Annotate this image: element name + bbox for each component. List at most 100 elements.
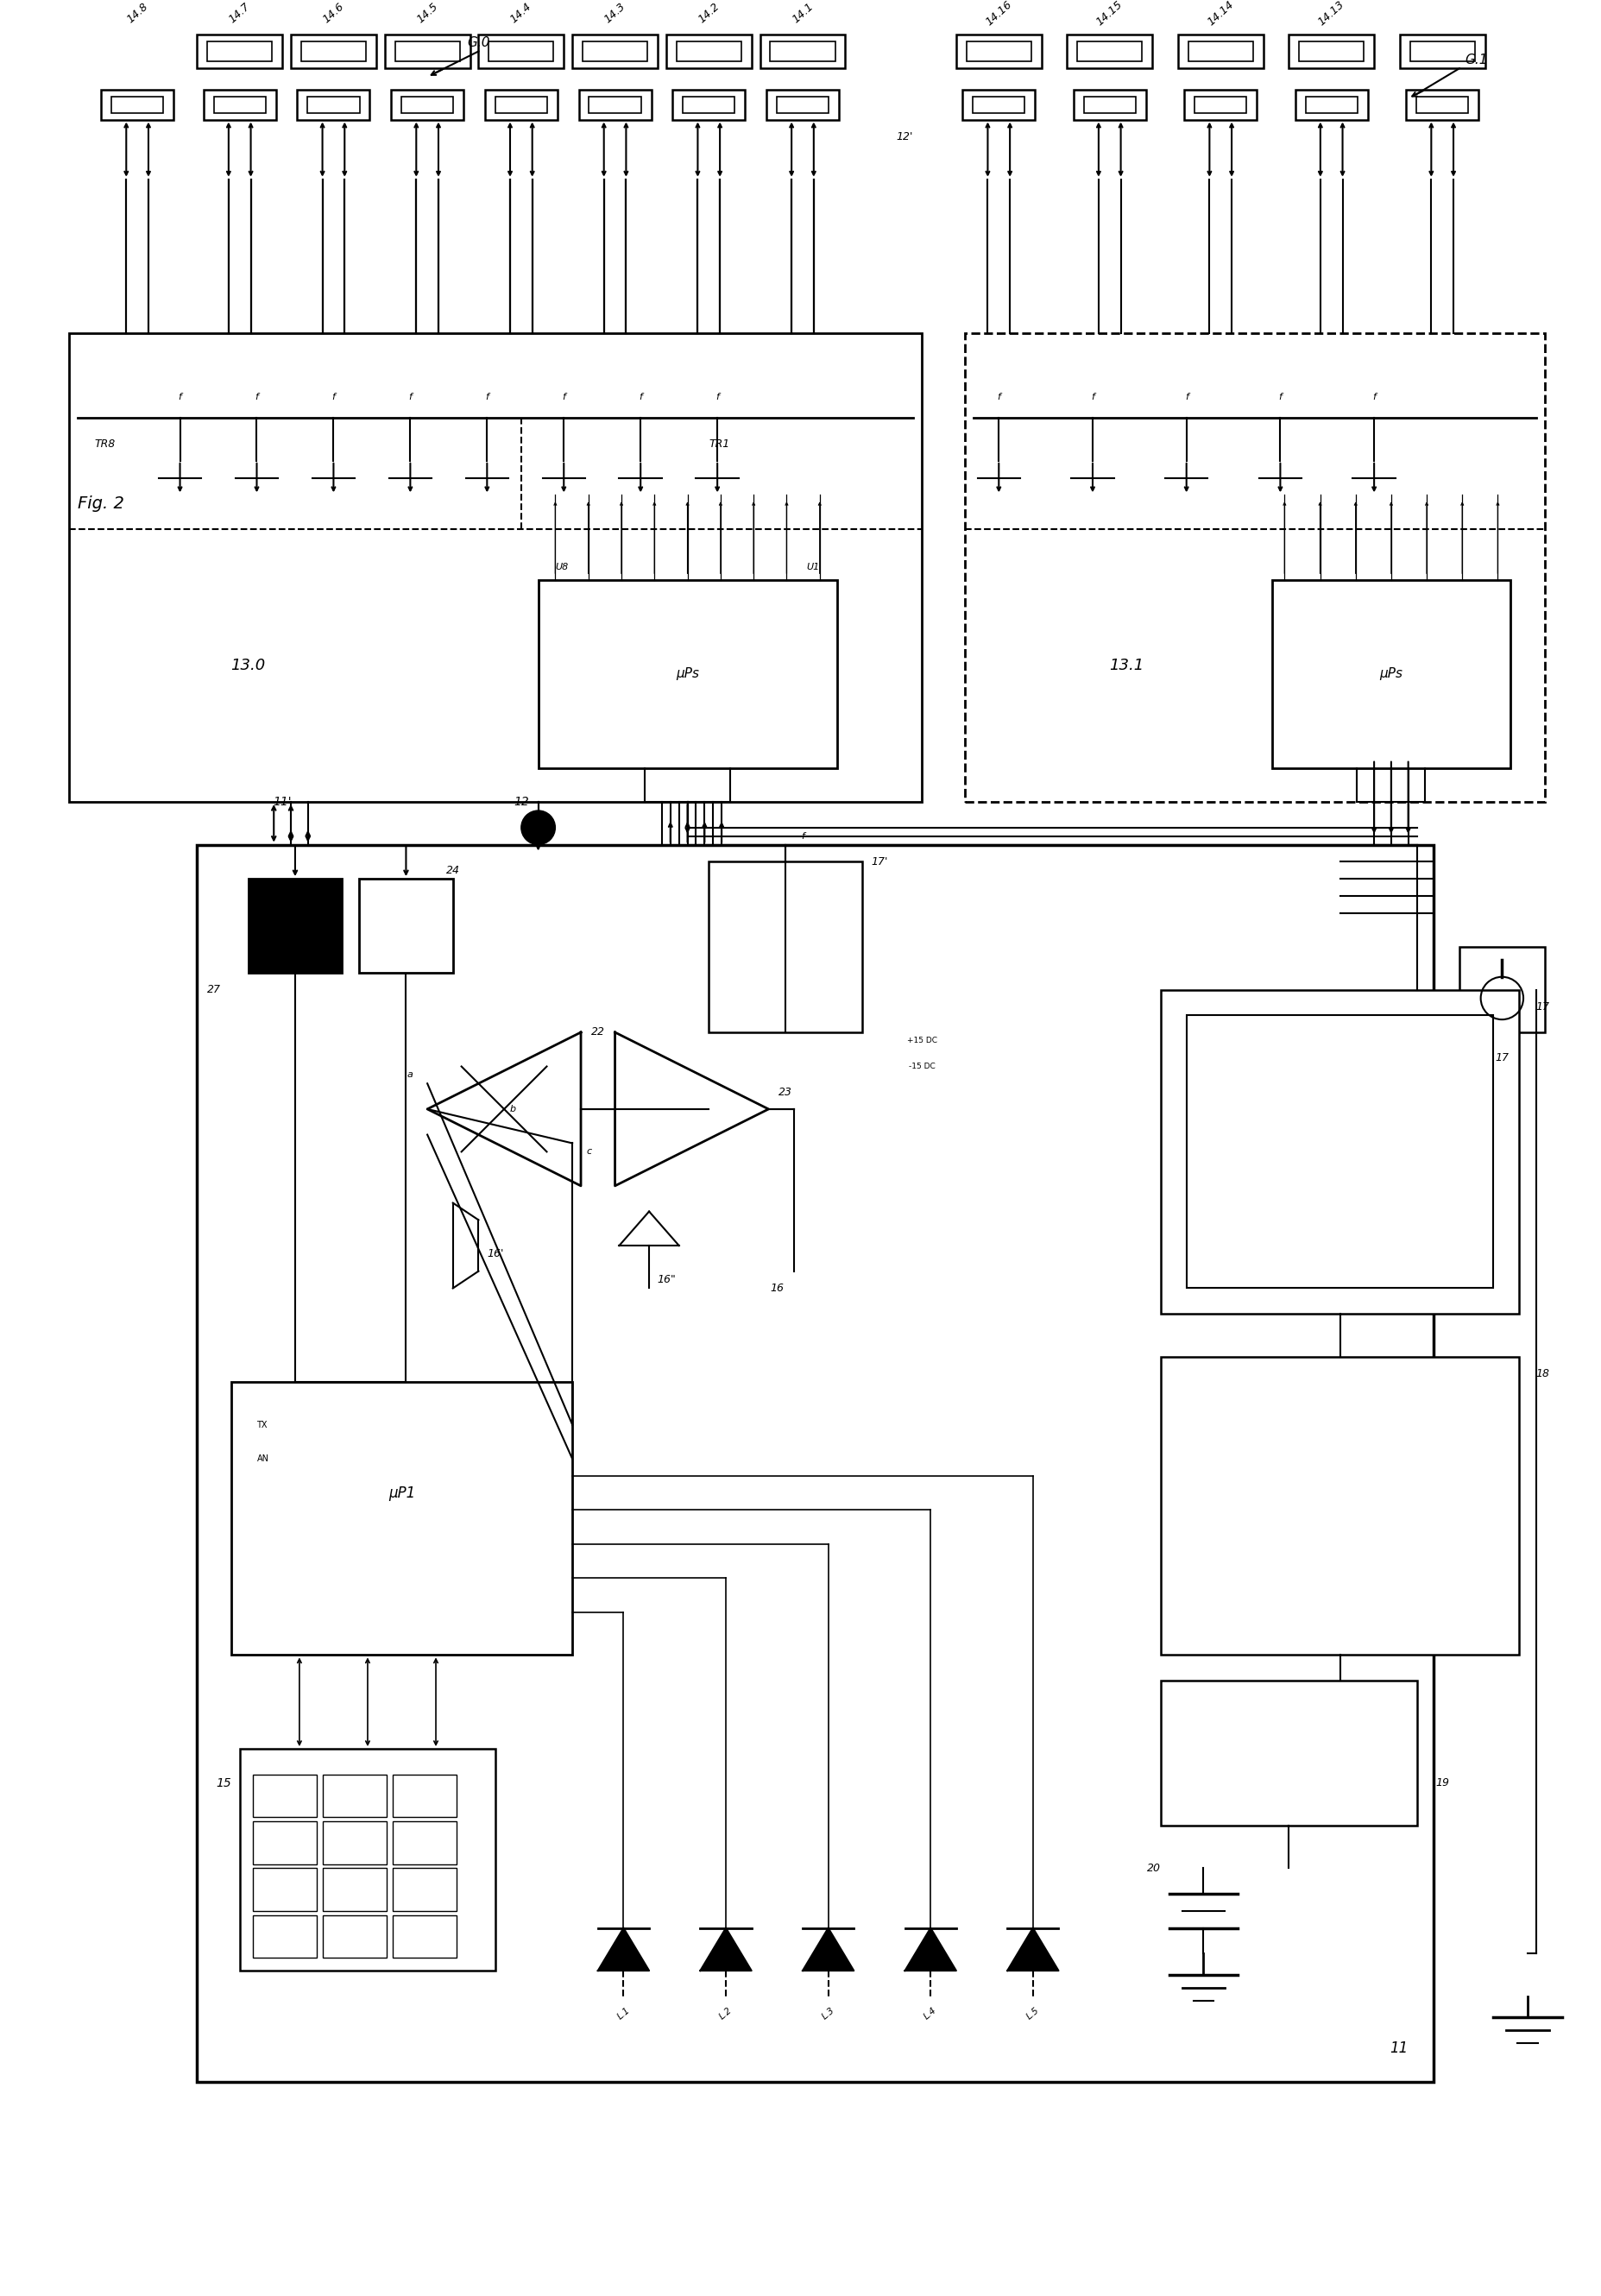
Text: -15 DC: -15 DC	[908, 1063, 935, 1070]
Text: 24: 24	[445, 866, 459, 875]
Bar	[1177, 34, 1263, 69]
Text: b: b	[509, 1104, 516, 1114]
Bar	[207, 41, 272, 62]
Text: 16': 16'	[487, 1249, 504, 1261]
Bar	[322, 1775, 386, 1816]
Text: f: f	[800, 831, 804, 840]
Text: 15: 15	[216, 1777, 231, 1789]
Text: f: f	[1278, 393, 1281, 402]
Bar	[770, 41, 834, 62]
Bar	[392, 1775, 456, 1816]
Text: 14.7: 14.7	[227, 0, 253, 25]
Text: f: f	[178, 393, 181, 402]
Text: 12: 12	[514, 797, 528, 808]
Text: f: f	[1090, 393, 1093, 402]
Text: 12': 12'	[897, 131, 913, 142]
Bar	[322, 1869, 386, 1910]
Text: 14.3: 14.3	[602, 0, 628, 25]
Text: Fig. 2: Fig. 2	[77, 496, 123, 512]
Bar	[708, 861, 861, 1033]
Text: 14.1: 14.1	[789, 0, 815, 25]
Text: f: f	[996, 393, 1001, 402]
Text: 13.1: 13.1	[1109, 657, 1143, 673]
Text: TR1: TR1	[708, 439, 730, 450]
Bar	[395, 41, 459, 62]
Text: 14.4: 14.4	[508, 0, 533, 25]
Bar	[1073, 90, 1145, 119]
Text: 14.5: 14.5	[415, 0, 440, 25]
Text: G.0: G.0	[467, 37, 490, 48]
Text: 23: 23	[778, 1086, 792, 1097]
Bar	[307, 96, 359, 113]
Bar	[962, 90, 1034, 119]
Bar	[69, 333, 922, 801]
Text: 27: 27	[207, 985, 221, 994]
Text: μPs: μPs	[676, 668, 698, 680]
Bar	[1406, 90, 1478, 119]
Text: 17: 17	[1535, 1001, 1550, 1013]
Text: f: f	[1185, 393, 1188, 402]
Bar	[1459, 946, 1543, 1033]
Bar	[1084, 96, 1135, 113]
Bar	[322, 1915, 386, 1958]
Text: f: f	[562, 393, 565, 402]
Bar	[203, 90, 275, 119]
Bar	[676, 41, 741, 62]
Bar	[392, 1915, 456, 1958]
Bar	[101, 90, 173, 119]
Text: 14.8: 14.8	[125, 0, 150, 25]
Bar	[538, 581, 836, 767]
Bar	[1161, 1357, 1518, 1655]
Bar	[197, 845, 1433, 2082]
Bar	[1289, 34, 1374, 69]
Text: TX: TX	[256, 1421, 267, 1428]
Polygon shape	[802, 1929, 853, 1970]
Text: 20: 20	[1146, 1862, 1161, 1874]
Text: TR8: TR8	[94, 439, 115, 450]
Text: +15 DC: +15 DC	[906, 1038, 937, 1045]
Text: a: a	[407, 1070, 413, 1079]
Text: 18: 18	[1535, 1368, 1550, 1380]
Text: 11': 11'	[272, 797, 291, 808]
Bar	[479, 34, 564, 69]
Bar	[1271, 581, 1510, 767]
Bar	[359, 879, 453, 974]
Bar	[972, 96, 1025, 113]
Bar	[1183, 90, 1257, 119]
Bar	[240, 1750, 495, 1970]
Polygon shape	[427, 1033, 581, 1185]
Text: L.1: L.1	[615, 2007, 631, 2020]
Bar	[488, 41, 554, 62]
Bar	[572, 34, 658, 69]
Bar	[1194, 96, 1246, 113]
Polygon shape	[615, 1033, 768, 1185]
Bar	[298, 90, 370, 119]
Text: f: f	[331, 393, 335, 402]
Bar	[392, 1821, 456, 1864]
Text: f: f	[255, 393, 258, 402]
Bar	[578, 90, 652, 119]
Bar	[253, 1915, 317, 1958]
Text: U1: U1	[805, 563, 820, 572]
Text: 14.15: 14.15	[1093, 0, 1124, 28]
Text: 14.14: 14.14	[1204, 0, 1236, 28]
Bar	[248, 879, 343, 974]
Bar	[666, 34, 751, 69]
Text: 17': 17'	[871, 856, 887, 868]
Bar	[1186, 1015, 1492, 1288]
Text: μP1: μP1	[387, 1486, 415, 1502]
Bar	[765, 90, 839, 119]
Bar	[759, 34, 845, 69]
Text: 13.0: 13.0	[231, 657, 266, 673]
Bar	[1409, 41, 1475, 62]
Bar	[1188, 41, 1252, 62]
Bar	[231, 1382, 572, 1655]
Circle shape	[520, 810, 556, 845]
Bar	[1305, 96, 1356, 113]
Text: L.2: L.2	[717, 2007, 733, 2020]
Bar	[965, 41, 1031, 62]
Text: f: f	[716, 393, 719, 402]
Bar	[956, 34, 1041, 69]
Bar	[672, 90, 744, 119]
Text: f: f	[639, 393, 642, 402]
